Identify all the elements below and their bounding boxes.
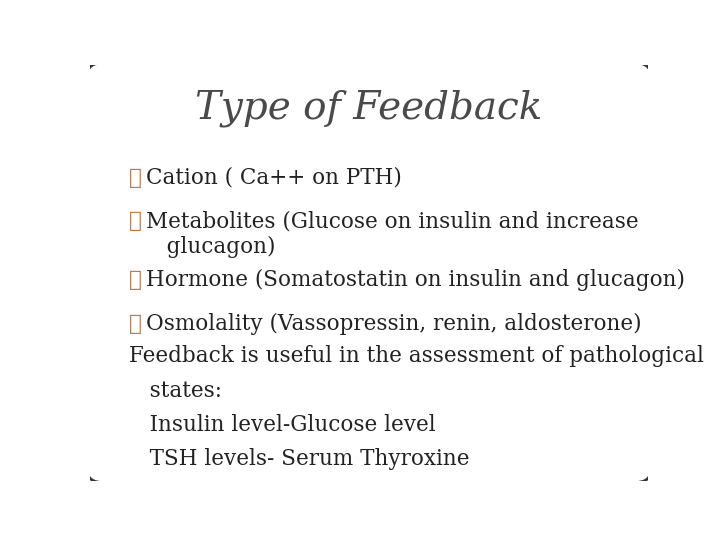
Text: states:: states: bbox=[129, 380, 222, 402]
Text: Insulin level-Glucose level: Insulin level-Glucose level bbox=[129, 414, 436, 436]
Text: Feedback is useful in the assessment of pathological: Feedback is useful in the assessment of … bbox=[129, 346, 704, 367]
FancyBboxPatch shape bbox=[87, 63, 651, 483]
Text: Cation ( Ca++ on PTH): Cation ( Ca++ on PTH) bbox=[145, 167, 402, 188]
Text: Hormone (Somatostatin on insulin and glucagon): Hormone (Somatostatin on insulin and glu… bbox=[145, 269, 685, 292]
Text: ♻: ♻ bbox=[129, 269, 142, 291]
Text: ♻: ♻ bbox=[129, 167, 142, 188]
Text: Type of Feedback: Type of Feedback bbox=[195, 90, 543, 127]
Text: TSH levels- Serum Thyroxine: TSH levels- Serum Thyroxine bbox=[129, 448, 469, 470]
Text: Osmolality (Vassopressin, renin, aldosterone): Osmolality (Vassopressin, renin, aldoste… bbox=[145, 313, 642, 335]
Text: Metabolites (Glucose on insulin and increase
   glucagon): Metabolites (Glucose on insulin and incr… bbox=[145, 210, 639, 258]
Text: ♻: ♻ bbox=[129, 210, 142, 232]
Text: ♻: ♻ bbox=[129, 313, 142, 335]
